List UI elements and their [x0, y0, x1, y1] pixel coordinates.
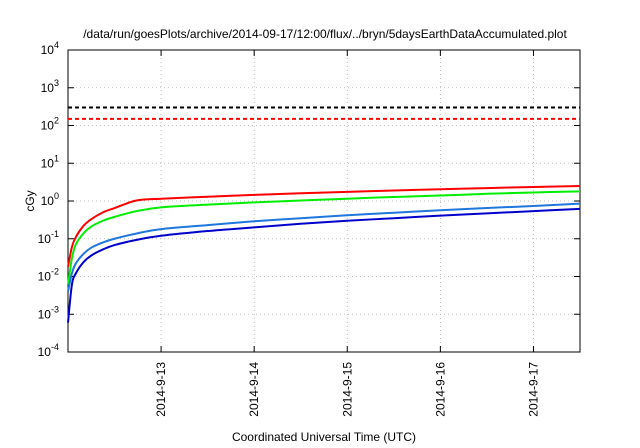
x-axis-label: Coordinated Universal Time (UTC)	[232, 430, 416, 444]
x-tick-label: 2014-9-14	[247, 362, 261, 417]
grid	[68, 50, 580, 352]
series-line	[67, 184, 581, 268]
y-tick-label: 10-1	[38, 229, 59, 246]
y-tick-label: 100	[41, 191, 59, 208]
series-line	[67, 207, 581, 323]
y-tick-label: 101	[41, 153, 59, 170]
x-axis: 2014-9-13 2014-9-14 2014-9-15 2014-9-16 2014…	[154, 50, 540, 417]
y-tick-label: 102	[41, 116, 59, 133]
y-tick-label: 103	[41, 78, 59, 95]
x-tick-label: 2014-9-17	[526, 362, 540, 417]
x-tick-label: 2014-9-13	[154, 362, 168, 417]
x-tick-label: 2014-9-15	[340, 362, 354, 417]
y-tick-label: 10-4	[38, 342, 59, 359]
series-line	[67, 190, 581, 286]
y-axis: 10-4 10-3 10-2 10-1 100 101 102 103 104	[38, 40, 580, 359]
y-tick-label: 10-2	[38, 267, 59, 284]
threshold-lines	[68, 106, 580, 120]
series-lines	[67, 184, 581, 323]
y-tick-label: 104	[41, 40, 59, 57]
chart-title: /data/run/goesPlots/archive/2014-09-17/1…	[83, 27, 567, 41]
series-line	[67, 202, 581, 292]
y-axis-label: cGy	[23, 190, 37, 211]
x-tick-label: 2014-9-16	[433, 362, 447, 417]
y-tick-label: 10-3	[38, 304, 59, 321]
